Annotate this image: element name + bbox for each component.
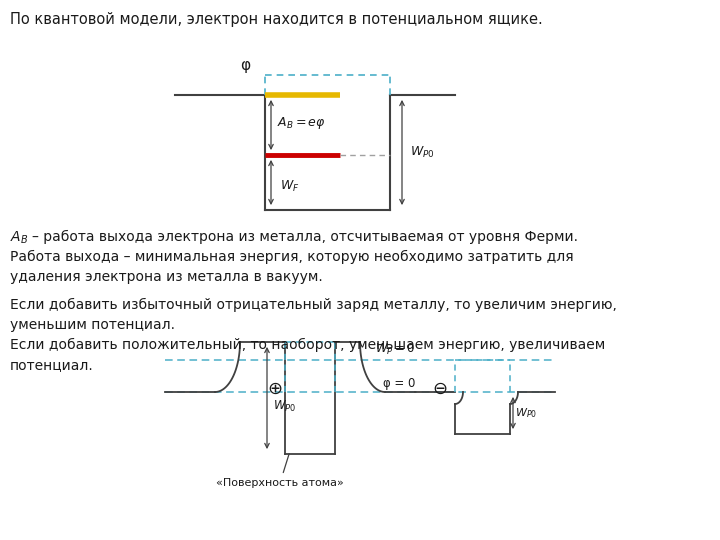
Text: $W_P = 0$: $W_P = 0$ — [375, 342, 415, 357]
Text: $W_{P0}$: $W_{P0}$ — [515, 406, 537, 420]
Text: $A_B = e\varphi$: $A_B = e\varphi$ — [277, 115, 325, 131]
Text: уменьшим потенциал.: уменьшим потенциал. — [10, 318, 175, 332]
Text: «Поверхность атома»: «Поверхность атома» — [216, 454, 344, 488]
Text: – работа выхода электрона из металла, отсчитываемая от уровня Ферми.: – работа выхода электрона из металла, от… — [32, 230, 578, 244]
Text: потенциал.: потенциал. — [10, 358, 94, 372]
Text: φ: φ — [240, 58, 250, 73]
Text: Работа выхода – минимальная энергия, которую необходимо затратить для: Работа выхода – минимальная энергия, кот… — [10, 250, 574, 264]
Text: По квантовой модели, электрон находится в потенциальном ящике.: По квантовой модели, электрон находится … — [10, 12, 543, 27]
Text: φ = 0: φ = 0 — [383, 377, 415, 390]
Text: ⊖: ⊖ — [433, 380, 448, 398]
Text: $W_{P0}$: $W_{P0}$ — [410, 145, 435, 160]
Text: ⊕: ⊕ — [267, 380, 282, 398]
Text: $W_{P0}$: $W_{P0}$ — [273, 399, 296, 414]
Text: Если добавить избыточный отрицательный заряд металлу, то увеличим энергию,: Если добавить избыточный отрицательный з… — [10, 298, 617, 312]
Text: $A_B$: $A_B$ — [10, 230, 28, 246]
Text: удаления электрона из металла в вакуум.: удаления электрона из металла в вакуум. — [10, 270, 323, 284]
Text: Если добавить положительный, то наоборот, уменьшаем энергию, увеличиваем: Если добавить положительный, то наоборот… — [10, 338, 606, 352]
Text: $W_F$: $W_F$ — [280, 179, 300, 194]
